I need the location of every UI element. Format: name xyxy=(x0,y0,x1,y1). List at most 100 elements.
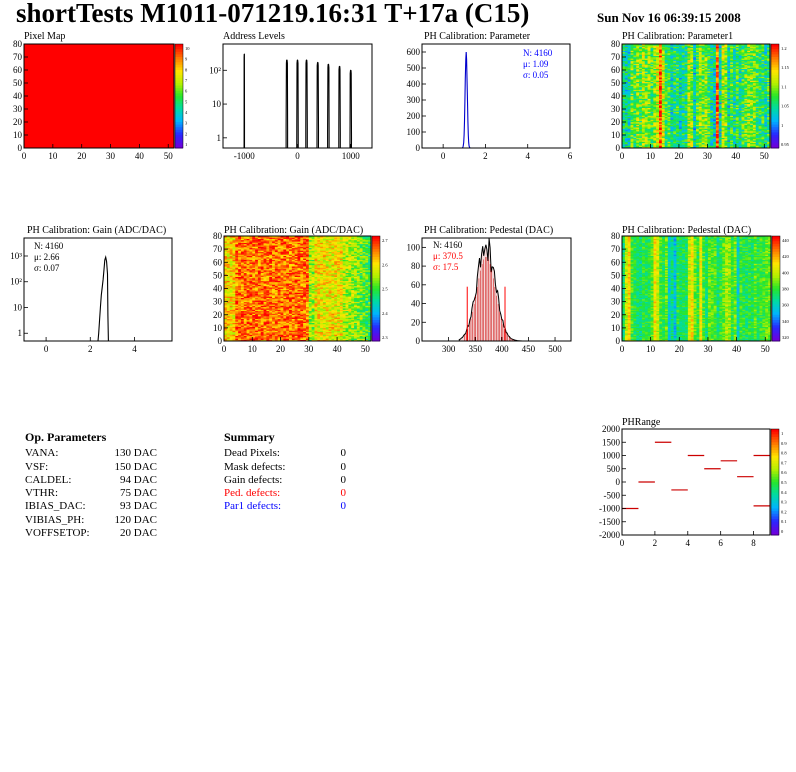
heatmap-cell xyxy=(644,99,648,102)
heatmap-cell xyxy=(755,128,759,131)
heatmap-cell xyxy=(627,110,631,112)
heatmap-cell xyxy=(664,101,668,103)
heatmap-cell xyxy=(656,123,660,125)
heatmap-cell xyxy=(735,71,739,73)
heatmap-cell xyxy=(704,59,708,62)
heatmap-cell xyxy=(641,55,646,58)
heatmap-cell xyxy=(733,111,737,114)
heatmap-cell xyxy=(744,109,748,111)
heatmap-cell xyxy=(721,114,725,116)
heatmap-cell xyxy=(738,73,742,76)
heatmap-cell xyxy=(730,123,734,125)
heatmap-cell xyxy=(647,71,651,73)
heatmap-cell xyxy=(676,133,680,136)
heatmap-cell xyxy=(641,98,646,101)
heatmap-cell xyxy=(659,138,663,141)
heatmap-cell xyxy=(656,59,660,62)
y-tick-label: 50 xyxy=(13,78,23,88)
heatmap-cell xyxy=(639,96,643,98)
heatmap-cell xyxy=(684,132,688,134)
heatmap-cell xyxy=(735,67,739,69)
heatmap-cell xyxy=(704,131,708,133)
heatmap-cell xyxy=(641,96,646,98)
heatmap-cell xyxy=(715,92,720,94)
heatmap-cell xyxy=(664,70,668,72)
heatmap-cell xyxy=(735,57,739,59)
heatmap-cell xyxy=(755,94,759,97)
heatmap-cell xyxy=(670,81,674,84)
heatmap-cell xyxy=(644,116,648,119)
heatmap-cell xyxy=(644,46,648,49)
heatmap-cell xyxy=(727,53,731,55)
heatmap-cell xyxy=(644,131,648,133)
heatmap-cell xyxy=(656,81,660,84)
heatmap-cell xyxy=(724,70,728,72)
heatmap-cell xyxy=(724,89,728,92)
heatmap-cell xyxy=(747,144,751,146)
heatmap-cell xyxy=(747,103,751,106)
heatmap-cell xyxy=(767,114,771,116)
heatmap-cell xyxy=(630,83,634,85)
heatmap-cell xyxy=(650,141,654,144)
heatmap-cell xyxy=(636,49,640,51)
heatmap-cell xyxy=(721,140,725,142)
heatmap-cell xyxy=(747,129,751,132)
heatmap-cell xyxy=(735,89,739,92)
heatmap-cell xyxy=(698,102,702,105)
heatmap-cell xyxy=(750,120,754,123)
heatmap-cell xyxy=(693,64,697,67)
heatmap-cell xyxy=(744,98,748,101)
heatmap-cell xyxy=(676,101,680,103)
heatmap-cell xyxy=(767,106,771,108)
heatmap-cell xyxy=(622,79,626,81)
heatmap-cell xyxy=(667,128,671,131)
heatmap-cell xyxy=(633,99,637,102)
heatmap-cell xyxy=(727,89,731,92)
heatmap-cell xyxy=(630,106,634,108)
heatmap-cell xyxy=(724,53,728,55)
heatmap-cell xyxy=(678,114,683,116)
heatmap-cell xyxy=(701,45,705,47)
heatmap-cell xyxy=(622,136,626,138)
heatmap-cell xyxy=(653,133,657,136)
heatmap-cell xyxy=(659,116,663,119)
heatmap-cell xyxy=(624,70,628,72)
heatmap-cell xyxy=(761,60,765,63)
heatmap-cell xyxy=(676,86,680,89)
heatmap-cell xyxy=(701,127,705,129)
heatmap-cell xyxy=(698,125,702,128)
heatmap-cell xyxy=(622,99,626,102)
heatmap-cell xyxy=(755,107,759,110)
heatmap-cell xyxy=(755,114,759,116)
heatmap-cell xyxy=(627,92,631,94)
heatmap-cell xyxy=(718,122,722,124)
heatmap-cell xyxy=(767,125,771,128)
heatmap-cell xyxy=(681,53,685,55)
heatmap-cell xyxy=(727,131,731,133)
heatmap-cell xyxy=(710,105,714,107)
heatmap-cell xyxy=(693,114,697,116)
heatmap-cell xyxy=(710,127,714,129)
heatmap-cell xyxy=(733,115,737,118)
heatmap-cell xyxy=(701,89,705,92)
heatmap-cell xyxy=(693,135,697,137)
heatmap-cell xyxy=(650,107,654,110)
heatmap-cell xyxy=(752,122,757,124)
heatmap-cell xyxy=(710,71,714,73)
heatmap-cell xyxy=(707,90,711,93)
heatmap-cell xyxy=(624,131,628,133)
heatmap-cell xyxy=(701,63,705,66)
heatmap-cell xyxy=(667,129,671,132)
heatmap-cell xyxy=(696,128,700,131)
heatmap-cell xyxy=(641,88,646,90)
heatmap-cell xyxy=(721,64,725,67)
heatmap-cell xyxy=(690,47,694,50)
heatmap-cell xyxy=(713,111,717,114)
heatmap-cell xyxy=(690,144,694,146)
heatmap-cell xyxy=(744,118,748,120)
heatmap-cell xyxy=(750,57,754,59)
heatmap-cell xyxy=(752,51,757,54)
heatmap-cell xyxy=(764,86,768,89)
heatmap-cell xyxy=(622,142,626,145)
heatmap-cell xyxy=(627,125,631,128)
